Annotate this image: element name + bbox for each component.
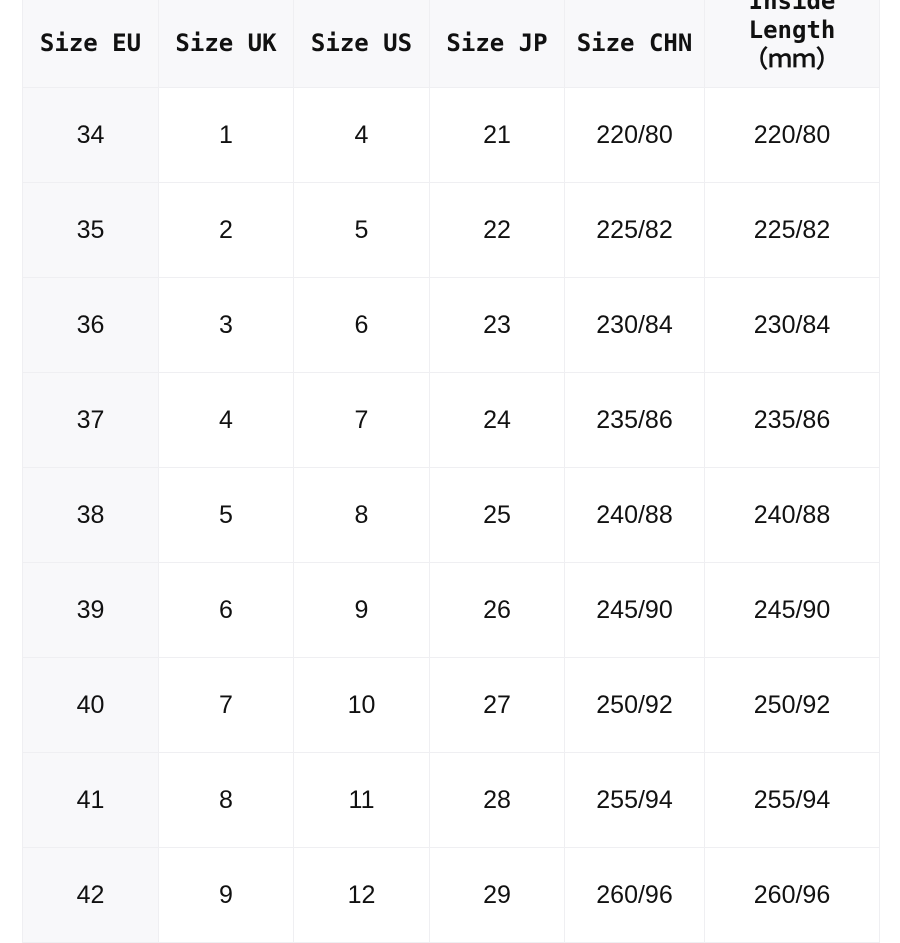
header-size-eu: Size EU — [22, 0, 159, 88]
header-row: Size EU Size UK Size US Size JP Size CHN… — [22, 0, 880, 88]
table-row: 40 7 10 27 250/92 250/92 — [22, 657, 880, 753]
cell-size-jp: 21 — [429, 87, 565, 183]
table-row: 35 2 5 22 225/82 225/82 — [22, 182, 880, 278]
cell-inside-length: 255/94 — [704, 752, 880, 848]
cell-size-us: 8 — [293, 467, 430, 563]
cell-size-eu: 40 — [22, 657, 159, 753]
header-size-chn: Size CHN — [564, 0, 705, 88]
cell-size-chn: 245/90 — [564, 562, 705, 658]
cell-size-chn: 220/80 — [564, 87, 705, 183]
cell-size-uk: 6 — [158, 562, 294, 658]
cell-size-us: 7 — [293, 372, 430, 468]
header-inside-length: Inside Length （ｍｍ） — [704, 0, 880, 88]
cell-size-jp: 26 — [429, 562, 565, 658]
cell-size-jp: 24 — [429, 372, 565, 468]
header-size-jp: Size JP — [429, 0, 565, 88]
cell-size-jp: 29 — [429, 847, 565, 943]
cell-size-uk: 5 — [158, 467, 294, 563]
cell-size-jp: 27 — [429, 657, 565, 753]
table-row: 34 1 4 21 220/80 220/80 — [22, 87, 880, 183]
cell-size-us: 10 — [293, 657, 430, 753]
cell-inside-length: 230/84 — [704, 277, 880, 373]
table-row: 42 9 12 29 260/96 260/96 — [22, 847, 880, 943]
cell-size-chn: 250/92 — [564, 657, 705, 753]
header-size-uk: Size UK — [158, 0, 294, 88]
cell-size-chn: 235/86 — [564, 372, 705, 468]
cell-size-us: 12 — [293, 847, 430, 943]
header-inside-length-label: Inside Length — [748, 0, 836, 44]
cell-size-jp: 28 — [429, 752, 565, 848]
table-row: 38 5 8 25 240/88 240/88 — [22, 467, 880, 563]
cell-size-eu: 34 — [22, 87, 159, 183]
cell-inside-length: 260/96 — [704, 847, 880, 943]
cell-size-eu: 35 — [22, 182, 159, 278]
size-chart-table: Size EU Size UK Size US Size JP Size CHN… — [22, 0, 880, 943]
header-size-us: Size US — [293, 0, 430, 88]
cell-size-jp: 22 — [429, 182, 565, 278]
cell-inside-length: 220/80 — [704, 87, 880, 183]
table-row: 41 8 11 28 255/94 255/94 — [22, 752, 880, 848]
cell-size-uk: 1 — [158, 87, 294, 183]
cell-size-eu: 37 — [22, 372, 159, 468]
cell-inside-length: 225/82 — [704, 182, 880, 278]
table-row: 39 6 9 26 245/90 245/90 — [22, 562, 880, 658]
cell-size-uk: 4 — [158, 372, 294, 468]
cell-size-eu: 41 — [22, 752, 159, 848]
cell-size-chn: 255/94 — [564, 752, 705, 848]
cell-inside-length: 235/86 — [704, 372, 880, 468]
cell-size-jp: 23 — [429, 277, 565, 373]
cell-size-us: 4 — [293, 87, 430, 183]
cell-size-eu: 42 — [22, 847, 159, 943]
cell-size-uk: 7 — [158, 657, 294, 753]
cell-size-uk: 3 — [158, 277, 294, 373]
cell-size-us: 5 — [293, 182, 430, 278]
cell-size-us: 9 — [293, 562, 430, 658]
cell-size-eu: 38 — [22, 467, 159, 563]
cell-size-chn: 225/82 — [564, 182, 705, 278]
cell-size-chn: 240/88 — [564, 467, 705, 563]
cell-size-jp: 25 — [429, 467, 565, 563]
table-row: 37 4 7 24 235/86 235/86 — [22, 372, 880, 468]
cell-size-uk: 2 — [158, 182, 294, 278]
table-row: 36 3 6 23 230/84 230/84 — [22, 277, 880, 373]
cell-inside-length: 250/92 — [704, 657, 880, 753]
cell-size-us: 6 — [293, 277, 430, 373]
header-inside-length-unit: （ｍｍ） — [744, 45, 840, 73]
cell-size-uk: 9 — [158, 847, 294, 943]
cell-inside-length: 240/88 — [704, 467, 880, 563]
cell-inside-length: 245/90 — [704, 562, 880, 658]
cell-size-eu: 39 — [22, 562, 159, 658]
cell-size-chn: 230/84 — [564, 277, 705, 373]
cell-size-us: 11 — [293, 752, 430, 848]
cell-size-uk: 8 — [158, 752, 294, 848]
cell-size-eu: 36 — [22, 277, 159, 373]
cell-size-chn: 260/96 — [564, 847, 705, 943]
